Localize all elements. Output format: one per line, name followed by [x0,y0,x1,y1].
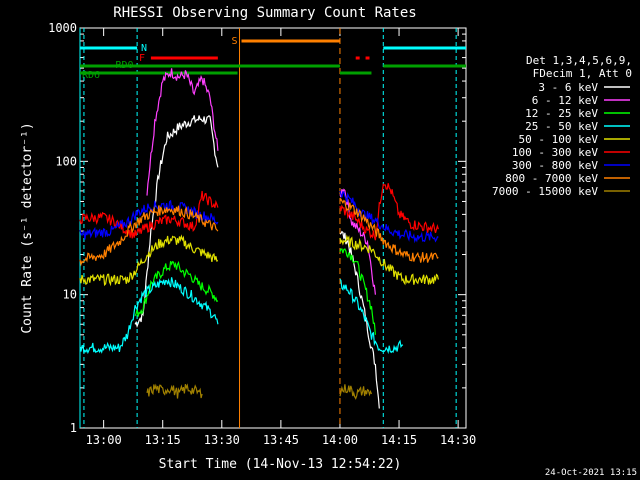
x-tick-label: 13:00 [86,433,122,447]
legend-entry-label: 25 - 50 keV [525,120,598,133]
series-line [339,197,439,263]
series-lines [79,68,439,409]
series-line [339,248,376,335]
series-line [146,383,203,399]
flag-rd0: RD0 [115,60,133,71]
series-line [339,190,439,244]
legend-header: Det 1,3,4,5,6,9, [526,54,632,67]
series-line [79,205,219,267]
x-tick-label: 13:45 [263,433,299,447]
flag-rd6: RD6 [82,70,100,81]
series-line [134,260,219,317]
series-line [146,68,219,196]
footer-date: 24-Oct-2021 13:15 [545,468,637,478]
legend-entry-label: 12 - 25 keV [525,107,598,120]
series-line [339,278,404,355]
series-line [339,384,373,400]
series-line [79,277,219,355]
y-tick-label: 1000 [48,21,77,35]
chart-title: RHESSI Observing Summary Count Rates [113,5,416,21]
y-axis-label: Count Rate (s⁻¹ detector⁻¹) [20,122,35,333]
legend-entry-label: 100 - 300 keV [512,146,598,159]
series-line [79,234,219,287]
series-line [339,234,439,286]
flag-n: N [141,43,147,54]
state-flags: NF S RD0 RD6 [79,28,466,428]
axis-ticks: 13:00 13:15 13:30 13:45 14:00 14:15 14:30 1 10 10… [48,21,476,447]
legend-entry-label: 300 - 800 keV [512,159,598,172]
series-line [79,199,219,240]
legend-entry-label: 6 - 12 keV [532,94,599,107]
legend-entry-label: 3 - 6 keV [538,81,598,94]
series-line [79,190,219,239]
legend-entry-label: 7000 - 15000 keV [492,185,598,198]
x-tick-label: 14:00 [322,433,358,447]
x-tick-label: 13:30 [204,433,240,447]
y-tick-label: 10 [63,288,77,302]
series-line [339,183,439,241]
x-tick-label: 14:30 [440,433,476,447]
flag-s: S [232,36,238,47]
x-tick-label: 14:15 [381,433,417,447]
y-tick-label: 100 [55,154,77,168]
legend-header: FDecim 1, Att 0 [533,67,632,80]
legend: Det 1,3,4,5,6,9,FDecim 1, Att 03 - 6 keV… [492,54,632,198]
legend-entry-label: 800 - 7000 keV [505,172,598,185]
flag-f: F [139,53,145,64]
series-line [339,230,380,409]
x-axis-label: Start Time (14-Nov-13 12:54:22) [159,457,402,472]
y-tick-label: 1 [70,421,77,435]
legend-entry-label: 50 - 100 keV [519,133,599,146]
x-tick-label: 13:15 [145,433,181,447]
